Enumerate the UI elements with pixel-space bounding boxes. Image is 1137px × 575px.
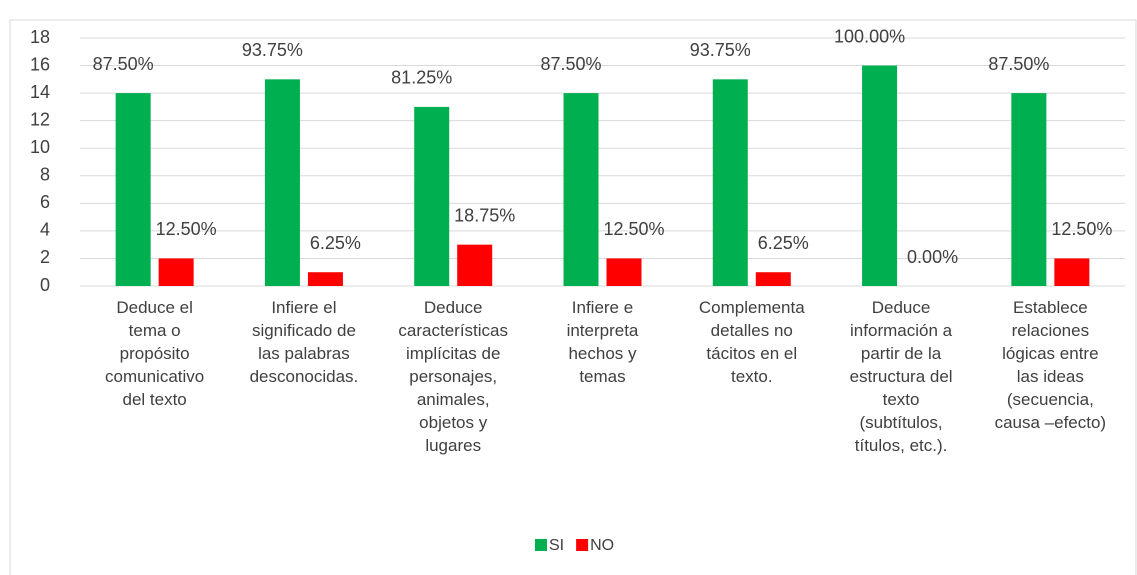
x-tick-label-box: Deduce características implícitas de per… xyxy=(398,298,508,455)
x-tick-label: Infiere el significado de las palabras d… xyxy=(249,298,359,386)
x-tick-label: Deduce características implícitas de per… xyxy=(398,298,508,455)
x-tick-label: Deduce el tema o propósito comunicativo … xyxy=(105,298,205,409)
y-tick-label: 18 xyxy=(30,27,50,47)
bar xyxy=(1011,93,1047,286)
value-label: 93.75% xyxy=(690,40,751,60)
legend-label: SI xyxy=(549,537,564,554)
bar xyxy=(158,258,194,286)
x-tick-label: Establece relaciones lógicas entre las i… xyxy=(994,298,1107,432)
bar xyxy=(755,272,791,286)
x-tick-label-box: Deduce información a partir de la estruc… xyxy=(849,298,953,455)
x-tick-label: Infiere e interpreta hechos y temas xyxy=(566,298,639,386)
bar xyxy=(862,65,898,286)
legend-swatch xyxy=(535,539,547,551)
value-label: 87.50% xyxy=(93,54,154,74)
y-tick-label: 14 xyxy=(30,82,50,102)
x-tick-label-box: Establece relaciones lógicas entre las i… xyxy=(994,298,1107,432)
value-label: 6.25% xyxy=(758,233,809,253)
x-tick-label: Complementa detalles no tácitos en el te… xyxy=(698,298,805,386)
y-tick-label: 0 xyxy=(40,275,50,295)
bar xyxy=(307,272,343,286)
y-tick-label: 2 xyxy=(40,247,50,267)
y-tick-label: 6 xyxy=(40,192,50,212)
bar xyxy=(264,79,300,286)
bar xyxy=(115,93,151,286)
x-tick-label-box: Infiere el significado de las palabras d… xyxy=(249,298,359,386)
y-tick-label: 12 xyxy=(30,109,50,129)
value-label: 87.50% xyxy=(988,54,1049,74)
y-tick-label: 16 xyxy=(30,54,50,74)
value-label: 81.25% xyxy=(391,68,452,88)
bar xyxy=(1054,258,1090,286)
bar xyxy=(563,93,599,286)
value-label: 12.50% xyxy=(603,219,664,239)
value-label: 87.50% xyxy=(540,54,601,74)
value-label: 12.50% xyxy=(156,219,217,239)
y-tick-label: 10 xyxy=(30,137,50,157)
bar xyxy=(414,106,450,286)
x-tick-label-box: Complementa detalles no tácitos en el te… xyxy=(698,298,805,386)
bar xyxy=(606,258,642,286)
value-label: 12.50% xyxy=(1051,219,1112,239)
legend-swatch xyxy=(576,539,589,551)
y-tick-label: 4 xyxy=(40,220,50,240)
value-label: 6.25% xyxy=(310,233,361,253)
x-tick-label: Deduce información a partir de la estruc… xyxy=(849,298,953,455)
bar xyxy=(457,244,493,286)
x-tick-label-box: Infiere e interpreta hechos y temas xyxy=(566,298,639,386)
legend-label: NO xyxy=(590,537,614,554)
value-label: 93.75% xyxy=(242,40,303,60)
value-label: 100.00% xyxy=(834,26,905,46)
value-label: 18.75% xyxy=(454,205,515,225)
x-tick-label-box: Deduce el tema o propósito comunicativo … xyxy=(105,298,205,409)
y-tick-label: 8 xyxy=(40,165,50,185)
bar xyxy=(712,79,748,286)
value-label: 0.00% xyxy=(907,247,958,267)
